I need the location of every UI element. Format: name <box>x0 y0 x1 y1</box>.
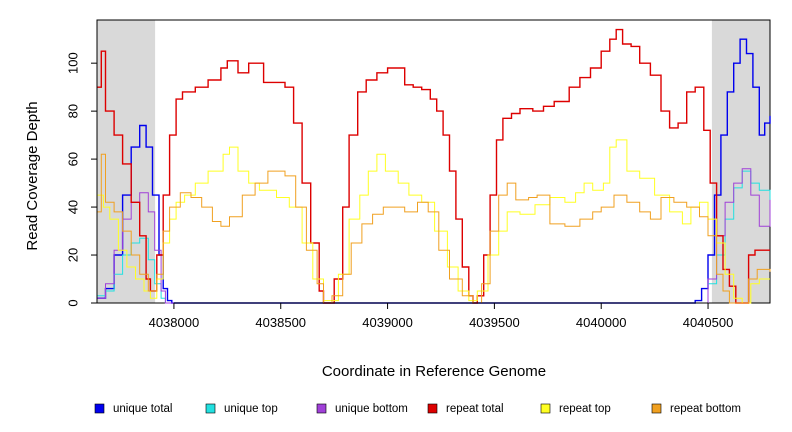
legend: unique total unique top unique bottom repea… <box>94 403 741 415</box>
x-axis: 4038000 4038500 4039000 4039500 4040000 40405… <box>149 302 734 330</box>
legend-swatch-unique-total <box>94 403 105 414</box>
series-layer <box>97 28 771 304</box>
legend-swatch-unique-bottom <box>316 403 327 414</box>
shaded-regions <box>97 20 770 303</box>
y-tick-label: 60 <box>66 152 81 166</box>
series-line-unique-total <box>97 38 771 304</box>
legend-label: unique top <box>224 403 278 415</box>
legend-label: repeat total <box>446 403 504 415</box>
y-tick-label: 0 <box>66 299 81 306</box>
legend-swatch-repeat-bottom <box>651 403 662 414</box>
series-line-repeat-top <box>97 139 770 304</box>
series-line-repeat-bottom <box>97 153 771 304</box>
plot-frame <box>96 19 771 304</box>
y-tick-label: 80 <box>66 104 81 118</box>
y-tick-label: 20 <box>66 248 81 262</box>
x-tick-label: 4040500 <box>683 315 734 330</box>
grid-frame <box>96 19 771 304</box>
series-line-repeat-total <box>97 28 770 304</box>
x-tick-label: 4040000 <box>576 315 627 330</box>
y-axis: 0 20 40 60 80 100 <box>66 52 98 307</box>
legend-label: repeat top <box>559 403 611 415</box>
series-line-unique-top <box>97 170 771 304</box>
legend-swatch-unique-top <box>205 403 216 414</box>
legend-label: unique bottom <box>335 403 408 415</box>
x-axis-title: Coordinate in Reference Genome <box>322 363 546 380</box>
x-tick-label: 4038500 <box>255 315 306 330</box>
x-tick-label: 4039500 <box>469 315 520 330</box>
legend-label: repeat bottom <box>670 403 741 415</box>
series-line-unique-bottom <box>97 168 771 304</box>
x-tick-label: 4039000 <box>362 315 413 330</box>
legend-swatch-repeat-top <box>540 403 551 414</box>
y-tick-label: 40 <box>66 200 81 214</box>
y-axis-title: Read Coverage Depth <box>24 101 41 250</box>
x-tick-label: 4038000 <box>149 315 200 330</box>
legend-label: unique total <box>113 403 172 415</box>
y-tick-label: 100 <box>66 52 81 74</box>
legend-swatch-repeat-total <box>427 403 438 414</box>
